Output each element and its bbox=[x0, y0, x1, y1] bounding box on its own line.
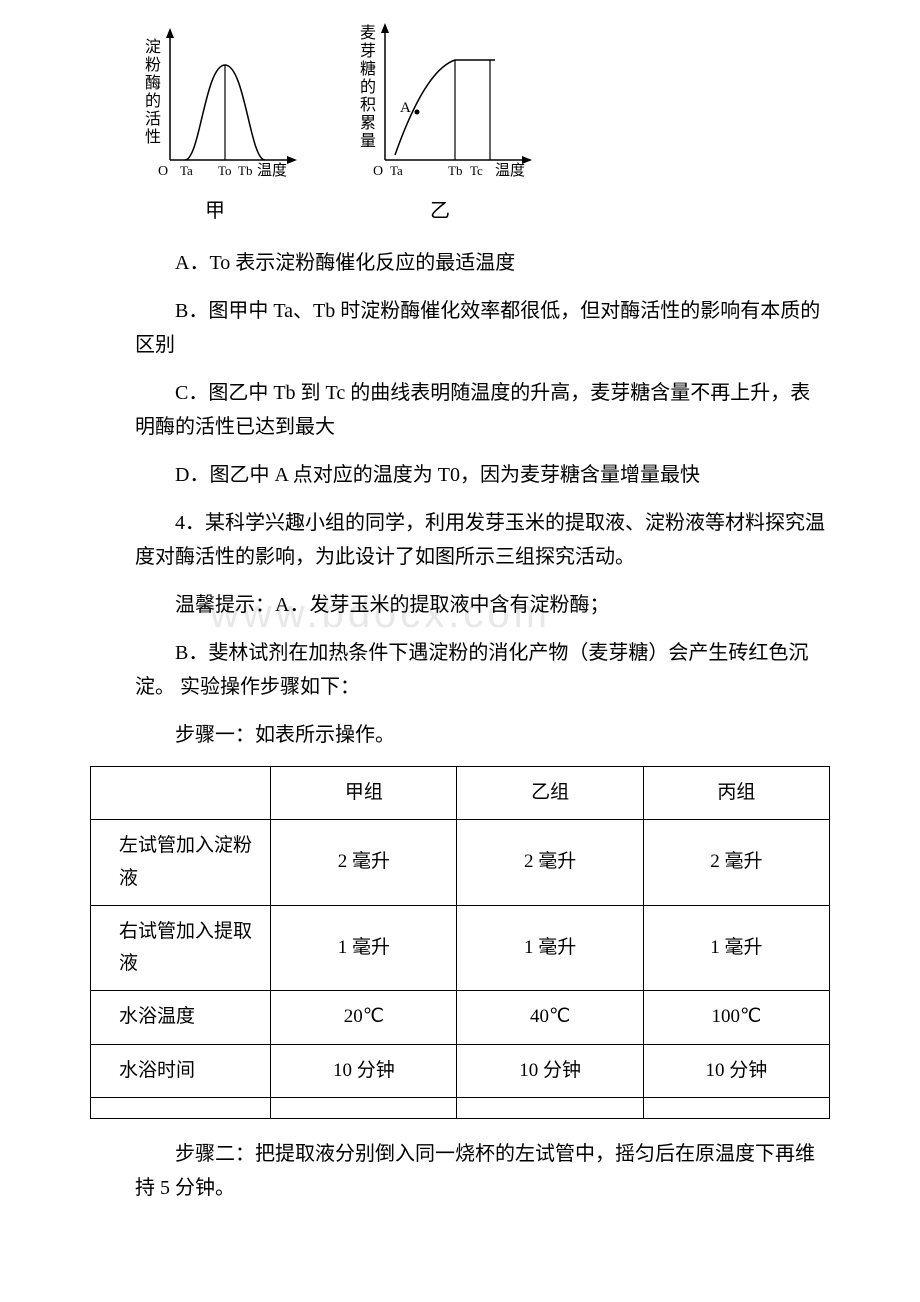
svg-text:活: 活 bbox=[145, 110, 161, 128]
svg-text:Tb: Tb bbox=[238, 163, 252, 178]
table-row: 水浴时间 10 分钟 10 分钟 10 分钟 bbox=[91, 1044, 830, 1097]
row-label: 右试管加入提取液 bbox=[91, 905, 271, 991]
svg-text:Ta: Ta bbox=[390, 163, 403, 178]
option-c: C．图乙中 Tb 到 Tc 的曲线表明随温度的升高，麦芽糖含量不再上升，表明酶的… bbox=[135, 376, 830, 444]
svg-text:粉: 粉 bbox=[145, 56, 161, 74]
cell: 2 毫升 bbox=[643, 820, 829, 906]
table-row: 水浴温度 20℃ 40℃ 100℃ bbox=[91, 991, 830, 1044]
chart-jia-svg: 淀 粉 酶 的 活 性 O Ta To Tb 温度 bbox=[130, 20, 300, 190]
empty-cell bbox=[271, 1098, 457, 1119]
svg-text:温度: 温度 bbox=[495, 162, 525, 179]
chart-jia: 淀 粉 酶 的 活 性 O Ta To Tb 温度 甲 bbox=[130, 20, 300, 228]
option-c-text: C．图乙中 Tb 到 Tc 的曲线表明随温度的升高，麦芽糖含量不再上升，表明酶的… bbox=[135, 382, 810, 438]
cell: 10 分钟 bbox=[457, 1044, 643, 1097]
svg-text:酶: 酶 bbox=[145, 74, 161, 92]
chart-caption-jia: 甲 bbox=[205, 194, 225, 228]
chart-yi-svg: A 麦 芽 糖 的 积 累 量 O Ta Tb Tc 温度 bbox=[340, 20, 540, 190]
svg-text:的: 的 bbox=[145, 92, 161, 110]
cell: 20℃ bbox=[271, 991, 457, 1044]
th-bing: 丙组 bbox=[643, 767, 829, 820]
svg-text:O: O bbox=[373, 164, 383, 179]
svg-text:A: A bbox=[400, 100, 411, 116]
empty-cell bbox=[91, 1098, 271, 1119]
svg-text:积: 积 bbox=[360, 96, 376, 114]
cell: 10 分钟 bbox=[643, 1044, 829, 1097]
cell: 1 毫升 bbox=[271, 905, 457, 991]
step2-text: 步骤二：把提取液分别倒入同一烧杯的左试管中，摇匀后在原温度下再维持 5 分钟。 bbox=[135, 1143, 815, 1199]
th-yi: 乙组 bbox=[457, 767, 643, 820]
cell: 2 毫升 bbox=[457, 820, 643, 906]
empty-cell bbox=[457, 1098, 643, 1119]
table-header-row: 甲组 乙组 丙组 bbox=[91, 767, 830, 820]
row-label: 左试管加入淀粉液 bbox=[91, 820, 271, 906]
svg-text:Tb: Tb bbox=[448, 163, 462, 178]
th-blank bbox=[91, 767, 271, 820]
svg-text:To: To bbox=[218, 163, 232, 178]
svg-text:的: 的 bbox=[360, 78, 376, 96]
svg-text:芽: 芽 bbox=[360, 42, 376, 60]
empty-cell bbox=[643, 1098, 829, 1119]
svg-text:温度: 温度 bbox=[257, 162, 287, 179]
svg-text:糖: 糖 bbox=[360, 60, 376, 78]
row-label: 水浴时间 bbox=[91, 1044, 271, 1097]
cell: 40℃ bbox=[457, 991, 643, 1044]
q4-intro: 4．某科学兴趣小组的同学，利用发芽玉米的提取液、淀粉液等材料探究温度对酶活性的影… bbox=[135, 506, 830, 574]
experiment-table: 甲组 乙组 丙组 左试管加入淀粉液 2 毫升 2 毫升 2 毫升 右试管加入提取… bbox=[90, 766, 830, 1119]
cell: 1 毫升 bbox=[643, 905, 829, 991]
cell: 100℃ bbox=[643, 991, 829, 1044]
cell: 10 分钟 bbox=[271, 1044, 457, 1097]
option-a: A．To 表示淀粉酶催化反应的最适温度 bbox=[135, 246, 830, 280]
tips-b: B．斐林试剂在加热条件下遇淀粉的消化产物（麦芽糖）会产生砖红色沉淀。 实验操作步… bbox=[135, 636, 830, 704]
step2: 步骤二：把提取液分别倒入同一烧杯的左试管中，摇匀后在原温度下再维持 5 分钟。 bbox=[135, 1137, 830, 1205]
cell: 1 毫升 bbox=[457, 905, 643, 991]
svg-text:性: 性 bbox=[145, 128, 161, 146]
option-d: D．图乙中 A 点对应的温度为 T0，因为麦芽糖含量增量最快 bbox=[135, 458, 830, 492]
cell: 2 毫升 bbox=[271, 820, 457, 906]
step1: 步骤一：如表所示操作。 bbox=[135, 718, 830, 752]
svg-text:量: 量 bbox=[360, 133, 376, 150]
table-row: 右试管加入提取液 1 毫升 1 毫升 1 毫升 bbox=[91, 905, 830, 991]
svg-text:Tc: Tc bbox=[470, 163, 483, 178]
svg-text:麦: 麦 bbox=[360, 24, 376, 42]
svg-text:累: 累 bbox=[360, 115, 376, 132]
option-b-text: B．图甲中 Ta、Tb 时淀粉酶催化效率都很低，但对酶活性的影响有本质的区别 bbox=[135, 300, 820, 356]
chart-caption-yi: 乙 bbox=[430, 194, 450, 228]
q4-intro-text: 4．某科学兴趣小组的同学，利用发芽玉米的提取液、淀粉液等材料探究温度对酶活性的影… bbox=[135, 512, 825, 568]
table-row: 左试管加入淀粉液 2 毫升 2 毫升 2 毫升 bbox=[91, 820, 830, 906]
chart-yi: A 麦 芽 糖 的 积 累 量 O Ta Tb Tc 温度 乙 bbox=[340, 20, 540, 228]
th-jia: 甲组 bbox=[271, 767, 457, 820]
table-empty-row bbox=[91, 1098, 830, 1119]
tips-a: 温馨提示：A．发芽玉米的提取液中含有淀粉酶； bbox=[135, 588, 830, 622]
option-b: B．图甲中 Ta、Tb 时淀粉酶催化效率都很低，但对酶活性的影响有本质的区别 bbox=[135, 294, 830, 362]
chart1-origin: O bbox=[158, 164, 168, 179]
svg-text:淀: 淀 bbox=[145, 38, 161, 56]
svg-text:Ta: Ta bbox=[180, 163, 193, 178]
tips-b-text: B．斐林试剂在加热条件下遇淀粉的消化产物（麦芽糖）会产生砖红色沉淀。 实验操作步… bbox=[135, 642, 808, 698]
row-label: 水浴温度 bbox=[91, 991, 271, 1044]
